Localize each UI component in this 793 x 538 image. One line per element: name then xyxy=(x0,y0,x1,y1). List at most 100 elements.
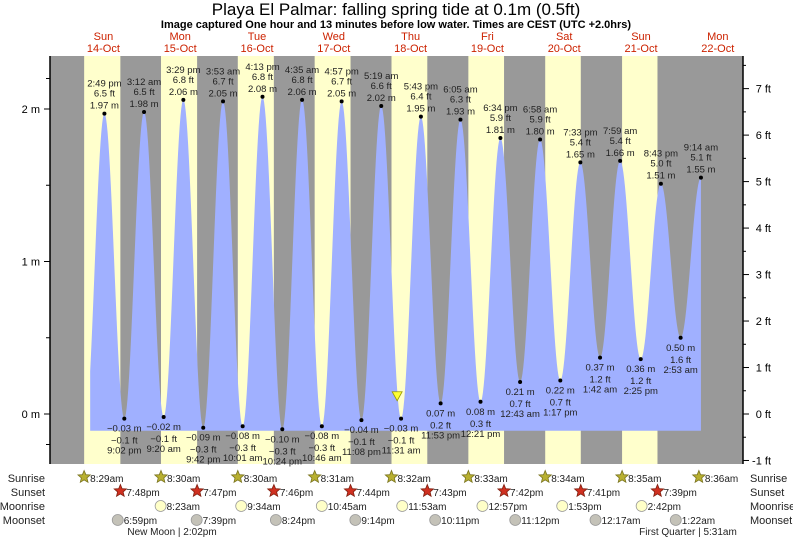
high-time: 3:29 pm xyxy=(166,65,200,76)
sunrise-time: 8:30am xyxy=(244,474,277,485)
high-ft: 6.8 ft xyxy=(173,75,194,86)
sunrise-time: 8:32am xyxy=(398,474,431,485)
high-time: 4:13 pm xyxy=(245,62,279,73)
right-tick-label: 7 ft xyxy=(756,84,771,96)
low-time: 11:53 pm xyxy=(421,430,460,441)
high-tide-point xyxy=(498,135,503,140)
moon-phase-label: First Quarter | 5:31am xyxy=(639,527,737,538)
high-m: 2.06 m xyxy=(169,87,198,98)
day-name: Sun xyxy=(94,31,114,43)
sunrise-icon xyxy=(537,469,553,484)
high-tide-point xyxy=(538,137,543,142)
high-m: 2.05 m xyxy=(327,88,356,99)
high-ft: 6.5 ft xyxy=(94,89,115,100)
sunrise-time: 8:35am xyxy=(628,474,661,485)
sun-moon-rows: Sunrise Sunrise 8:29am 8:30am 8:30am 8:31am 8:… xyxy=(0,469,793,538)
low-time: 10:46 am xyxy=(302,453,342,464)
moonset-icon xyxy=(111,514,124,526)
low-time: 9:02 pm xyxy=(107,446,141,457)
tide-area xyxy=(90,96,701,431)
high-tide-point xyxy=(142,110,147,115)
right-tick-label: 6 ft xyxy=(756,130,771,142)
day-date: 16-Oct xyxy=(240,43,273,55)
low-m: 0.50 m xyxy=(666,343,695,354)
sunrise-time: 8:30am xyxy=(167,474,200,485)
sunset-icon xyxy=(343,483,358,498)
low-ft: 1.6 ft xyxy=(670,355,691,366)
high-m: 1.66 m xyxy=(606,148,635,159)
moonrise-icon xyxy=(396,500,409,512)
sunset-icon xyxy=(650,483,665,498)
moonrise-time: 10:45am xyxy=(328,502,367,513)
current-level-marker-icon xyxy=(391,391,403,402)
day-date: 18-Oct xyxy=(394,43,427,55)
high-time: 3:12 am xyxy=(127,77,161,88)
high-m: 1.81 m xyxy=(486,125,515,136)
high-ft: 6.7 ft xyxy=(331,76,352,87)
high-ft: 6.3 ft xyxy=(450,95,471,106)
low-ft: 0.7 ft xyxy=(550,397,571,408)
sunrise-row-label: Sunrise xyxy=(8,473,45,485)
high-tide-point xyxy=(102,111,107,116)
low-time: 9:42 pm xyxy=(186,455,220,466)
high-tide-point xyxy=(181,97,186,102)
day-name: Sun xyxy=(631,31,651,43)
moonset-time: 12:17am xyxy=(602,516,641,527)
high-ft: 5.1 ft xyxy=(690,153,711,164)
moonrise-time: 11:53am xyxy=(408,502,446,513)
low-tide-point xyxy=(359,418,364,423)
sunset-icon xyxy=(573,483,589,498)
high-m: 1.97 m xyxy=(90,101,119,112)
sunset-time: 7:46pm xyxy=(280,488,313,499)
high-ft: 6.7 ft xyxy=(212,76,233,87)
day-name: Fri xyxy=(481,31,494,43)
moonrise-time: 8:23am xyxy=(167,502,200,513)
sunset-icon xyxy=(189,483,205,498)
high-tide-point xyxy=(221,99,226,104)
sunrise-time: 8:36am xyxy=(705,474,738,485)
low-tide-point xyxy=(122,416,127,421)
high-time: 5:43 pm xyxy=(404,82,438,93)
low-m: −0.08 m xyxy=(305,431,340,442)
high-tide-point xyxy=(339,99,344,104)
low-tide-point xyxy=(319,424,324,429)
high-m: 1.80 m xyxy=(526,127,555,138)
sunrise-time: 8:33am xyxy=(474,474,507,485)
low-tide-point xyxy=(598,355,603,360)
left-tick-label: 1 m xyxy=(22,257,40,269)
extreme-labels: 2:49 pm6.5 ft1.97 m−0.03 m−0.1 ft9:02 pm… xyxy=(87,62,718,467)
chart-title: Playa El Palmar: falling spring tide at … xyxy=(212,0,581,19)
low-m: −0.04 m xyxy=(344,425,379,436)
high-m: 2.06 m xyxy=(288,87,317,98)
high-tide-point xyxy=(379,103,384,108)
moonrise-time: 12:57pm xyxy=(488,502,527,513)
moonset-time: 10:11pm xyxy=(441,516,479,527)
high-ft: 5.4 ft xyxy=(570,137,591,148)
high-tide-point xyxy=(658,181,663,186)
high-m: 2.05 m xyxy=(209,88,238,99)
high-ft: 6.5 ft xyxy=(133,87,154,98)
right-tick-label: 4 ft xyxy=(756,223,771,235)
high-time: 6:34 pm xyxy=(483,103,517,114)
high-tide-point xyxy=(578,160,583,165)
high-tide-point xyxy=(618,158,623,163)
low-m: −0.02 m xyxy=(146,422,181,433)
moonrise-time: 1:53pm xyxy=(568,502,601,513)
low-tide-point xyxy=(518,379,523,384)
day-date: 20-Oct xyxy=(548,43,581,55)
high-tide-point xyxy=(260,94,265,99)
day-date: 17-Oct xyxy=(317,43,350,55)
right-tick-label: -1 ft xyxy=(752,455,771,467)
high-time: 3:53 am xyxy=(206,66,240,77)
high-tide-point xyxy=(458,117,463,122)
moonset-time: 11:12pm xyxy=(521,516,559,527)
left-tick-label: 2 m xyxy=(22,104,40,116)
day-name: Wed xyxy=(323,31,345,43)
low-ft: −0.1 ft xyxy=(348,437,375,448)
tide-curve xyxy=(90,96,701,431)
low-time: 10:24 pm xyxy=(262,456,302,467)
high-tide-point xyxy=(300,97,305,102)
low-m: −0.08 m xyxy=(225,431,260,442)
high-time: 6:58 am xyxy=(523,105,557,116)
